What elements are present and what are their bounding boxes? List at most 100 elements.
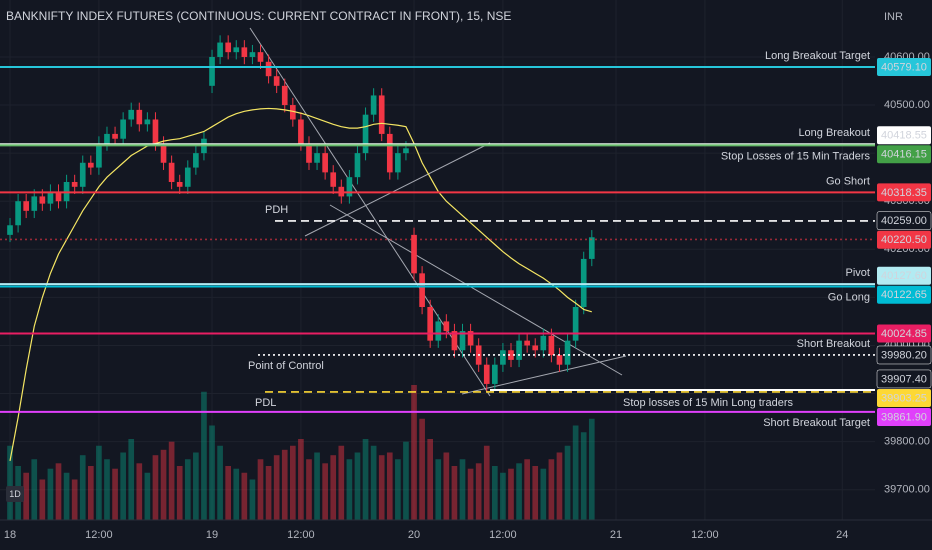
candle-body bbox=[55, 191, 62, 202]
volume-bar bbox=[362, 439, 369, 520]
volume-bar bbox=[314, 452, 320, 520]
volume-bar bbox=[152, 455, 159, 520]
volume-bar bbox=[23, 472, 30, 520]
candle-body bbox=[532, 345, 539, 351]
candle-body bbox=[427, 306, 434, 341]
candle-body bbox=[443, 321, 450, 332]
level-name: Go Long bbox=[828, 291, 870, 303]
volume-bar bbox=[386, 452, 393, 520]
candle-body bbox=[249, 52, 256, 57]
price-badge-label: 40122.65 bbox=[881, 289, 927, 301]
candle-body bbox=[483, 364, 490, 384]
candle-body bbox=[152, 119, 159, 144]
trend-line bbox=[249, 27, 491, 397]
volume-bar bbox=[31, 459, 38, 520]
candle-body bbox=[96, 143, 102, 168]
price-badge-label: 40318.35 bbox=[881, 187, 927, 199]
x-tick-label: 12:00 bbox=[85, 529, 113, 541]
candle-body bbox=[435, 321, 442, 341]
price-badge bbox=[877, 324, 931, 343]
candle-body bbox=[330, 172, 337, 187]
volume-bar bbox=[47, 468, 54, 520]
volume-bar bbox=[435, 459, 442, 520]
trend-line bbox=[461, 355, 627, 395]
candle-body bbox=[395, 153, 401, 173]
candle-body bbox=[322, 153, 328, 173]
moving-average bbox=[9, 107, 592, 461]
volume-bar bbox=[120, 452, 126, 520]
level-name: Long Breakout bbox=[798, 127, 870, 139]
volume-bar bbox=[249, 479, 256, 520]
candle-body bbox=[176, 181, 183, 187]
level-name: Short Breakout Target bbox=[763, 417, 870, 429]
candle-body bbox=[209, 56, 215, 86]
chart-title: BANKNIFTY INDEX FUTURES (CONTINUOUS: CUR… bbox=[6, 9, 511, 23]
candle-body bbox=[516, 340, 522, 360]
volume-bar bbox=[427, 439, 434, 520]
candle-body bbox=[492, 364, 498, 384]
price-badge bbox=[877, 183, 931, 202]
candle-body bbox=[467, 331, 474, 346]
x-tick-label: 12:00 bbox=[489, 529, 517, 541]
volume-bar bbox=[160, 449, 167, 520]
price-badge-label: 39861.90 bbox=[881, 411, 927, 423]
candle-body bbox=[23, 201, 30, 211]
volume-bar bbox=[395, 459, 401, 520]
candle-body bbox=[419, 273, 425, 307]
volume-bar bbox=[176, 466, 183, 520]
price-badge bbox=[876, 211, 932, 230]
price-badge bbox=[877, 230, 931, 249]
candle-body bbox=[314, 153, 320, 163]
price-badge bbox=[876, 369, 932, 389]
volume-bar bbox=[7, 445, 13, 520]
volume-bar bbox=[322, 463, 328, 520]
volume-bar bbox=[532, 466, 539, 520]
candle-body bbox=[144, 119, 151, 125]
interval-label[interactable]: 1D bbox=[9, 489, 21, 499]
level-name: Pivot bbox=[846, 267, 870, 279]
candle-body bbox=[298, 119, 304, 144]
interval-box[interactable] bbox=[6, 486, 24, 502]
volume-bar bbox=[39, 479, 46, 520]
volume-bar bbox=[128, 439, 135, 520]
candle-body bbox=[524, 340, 530, 346]
candle-body bbox=[540, 335, 547, 351]
volume-bar bbox=[411, 385, 417, 520]
candle-body bbox=[104, 133, 110, 144]
volume-bar bbox=[475, 463, 482, 520]
candle-body bbox=[346, 177, 353, 197]
price-badge bbox=[877, 407, 931, 426]
volume-bar bbox=[136, 463, 143, 520]
volume-bar bbox=[71, 479, 78, 520]
price-badge bbox=[877, 58, 931, 77]
volume-bar bbox=[281, 449, 288, 520]
volume-bar bbox=[96, 445, 102, 520]
volume-bar bbox=[193, 452, 199, 520]
x-tick-label: 18 bbox=[4, 529, 16, 541]
candle-body bbox=[556, 355, 563, 365]
volume-bar bbox=[548, 459, 555, 520]
candle-body bbox=[273, 76, 280, 86]
volume-bar bbox=[289, 445, 296, 520]
candle-body bbox=[459, 331, 466, 351]
price-badge bbox=[877, 285, 931, 304]
candle-body bbox=[15, 201, 21, 226]
candle-body bbox=[39, 196, 46, 204]
candle-body bbox=[128, 109, 135, 120]
candle-body bbox=[265, 61, 272, 77]
candle-body bbox=[378, 95, 385, 134]
volume-bar bbox=[241, 472, 248, 520]
candle-body bbox=[241, 47, 248, 57]
y-tick-label: 40500.00 bbox=[884, 99, 930, 111]
volume-bar bbox=[330, 455, 337, 520]
volume-bar bbox=[168, 441, 175, 520]
candle-body bbox=[136, 109, 143, 125]
candle-body bbox=[281, 85, 288, 106]
volume-bar bbox=[524, 459, 530, 520]
x-tick-label: 19 bbox=[206, 529, 218, 541]
volume-bar bbox=[209, 425, 215, 520]
candle-body bbox=[411, 234, 417, 274]
y-tick-label: 39800.00 bbox=[884, 436, 930, 448]
volume-bar bbox=[540, 468, 547, 520]
